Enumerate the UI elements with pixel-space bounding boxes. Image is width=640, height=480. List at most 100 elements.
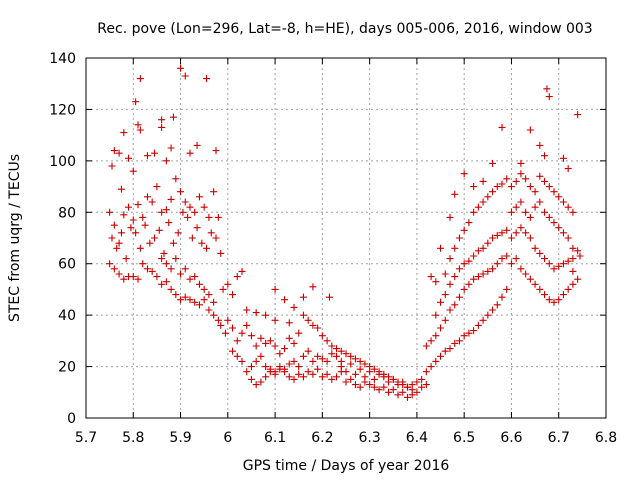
data-point [474,273,482,281]
data-point [177,188,185,196]
data-point [333,345,341,353]
data-point [370,383,378,391]
data-point [370,375,378,383]
data-point [333,352,341,360]
data-point [460,226,468,234]
data-point [108,234,116,242]
data-point [498,229,506,237]
data-point [422,368,430,376]
data-point [474,247,482,255]
data-point [427,363,435,371]
data-point [337,363,345,371]
data-point [110,147,118,155]
data-point [559,291,567,299]
data-point [257,352,265,360]
data-point [489,188,497,196]
data-point [437,352,445,360]
data-point [564,165,572,173]
data-point [437,324,445,332]
data-point [238,357,246,365]
data-point [451,244,459,252]
data-point [507,234,515,242]
data-point [181,72,189,80]
data-point [536,285,544,293]
data-point [110,265,118,273]
data-point [165,219,173,227]
data-point [243,306,251,314]
data-point [295,329,303,337]
data-point [432,357,440,365]
data-point [200,203,208,211]
data-point [252,381,260,389]
data-point [356,365,364,373]
data-point [290,375,298,383]
data-point [399,388,407,396]
data-point [559,198,567,206]
data-point [281,345,289,353]
data-point [325,293,333,301]
data-point [262,339,270,347]
data-point [115,239,123,247]
data-point [271,285,279,293]
data-point [361,360,369,368]
data-point [174,229,182,237]
data-point [200,296,208,304]
data-point [536,249,544,257]
data-point [186,275,194,283]
data-point [555,296,563,304]
data-point [266,337,274,345]
data-point [143,193,151,201]
data-point [413,378,421,386]
data-point [342,378,350,386]
data-point [143,152,151,160]
data-point [441,316,449,324]
data-point [148,267,156,275]
data-point [181,293,189,301]
data-point [460,260,468,268]
data-point [455,293,463,301]
data-point [465,257,473,265]
data-point [151,234,159,242]
data-point [498,123,506,131]
data-point [375,368,383,376]
data-point [217,321,225,329]
data-point [503,285,511,293]
data-point [122,255,130,263]
data-point [181,265,189,273]
data-point [203,75,211,83]
data-point [507,183,515,191]
data-point [229,291,237,299]
data-point [526,213,534,221]
data-point [484,267,492,275]
data-point [195,193,203,201]
data-point [210,298,218,306]
data-point [106,260,114,268]
data-point [136,126,144,134]
data-point [541,291,549,299]
data-point [299,293,307,301]
data-point [465,280,473,288]
data-point [347,360,355,368]
data-point [545,296,553,304]
data-point [108,162,116,170]
data-point [205,213,213,221]
data-point [139,260,147,268]
data-point [569,255,577,263]
data-point [195,280,203,288]
data-point [314,365,322,373]
data-point [517,170,525,178]
data-point [214,316,222,324]
data-point [191,208,199,216]
data-point [564,257,572,265]
data-point [559,229,567,237]
data-point [271,342,279,350]
data-points [106,64,584,401]
data-point [247,363,255,371]
data-point [243,368,251,376]
data-point [304,347,312,355]
data-point [342,350,350,358]
data-point [541,208,549,216]
data-point [356,383,364,391]
data-point [195,301,203,309]
y-tick-label: 80 [58,205,76,221]
